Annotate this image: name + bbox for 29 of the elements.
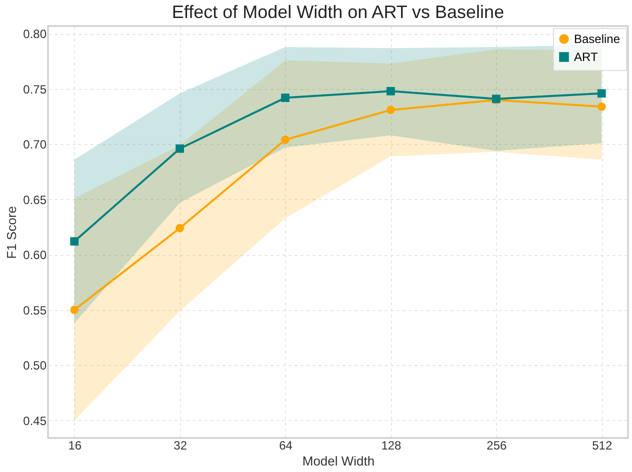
x-tick-label: 256 xyxy=(486,438,508,452)
x-tick-label: 64 xyxy=(279,438,293,452)
y-tick-label: 0.80 xyxy=(23,27,47,42)
point xyxy=(386,86,395,96)
legend-label: Baseline xyxy=(574,32,620,46)
point xyxy=(597,89,606,98)
point xyxy=(386,106,395,114)
point xyxy=(70,237,79,246)
x-tick-label: 512 xyxy=(592,438,612,452)
x-tick-label: 32 xyxy=(174,438,188,452)
y-tick-label: 0.55 xyxy=(23,303,47,318)
point xyxy=(70,306,79,314)
point xyxy=(176,224,184,232)
point xyxy=(176,144,184,153)
y-axis-title: F1 Score xyxy=(4,206,20,259)
point xyxy=(281,94,290,102)
y-tick-label: 0.45 xyxy=(23,414,47,428)
y-tick-label: 0.60 xyxy=(23,248,47,262)
chart-title: Effect of Model Width on ART vs Baseline xyxy=(172,2,504,22)
y-tick-label: 0.65 xyxy=(23,192,47,207)
x-tick-label: 16 xyxy=(68,438,82,452)
point xyxy=(597,102,606,111)
y-tick-label: 0.75 xyxy=(23,82,47,96)
x-tick-label: 128 xyxy=(381,438,402,452)
x-axis-title: Model Width xyxy=(302,454,375,468)
point xyxy=(281,136,290,144)
y-tick-label: 0.70 xyxy=(23,138,47,152)
y-tick-label: 0.50 xyxy=(23,358,47,373)
legend-label: ART xyxy=(574,50,598,64)
